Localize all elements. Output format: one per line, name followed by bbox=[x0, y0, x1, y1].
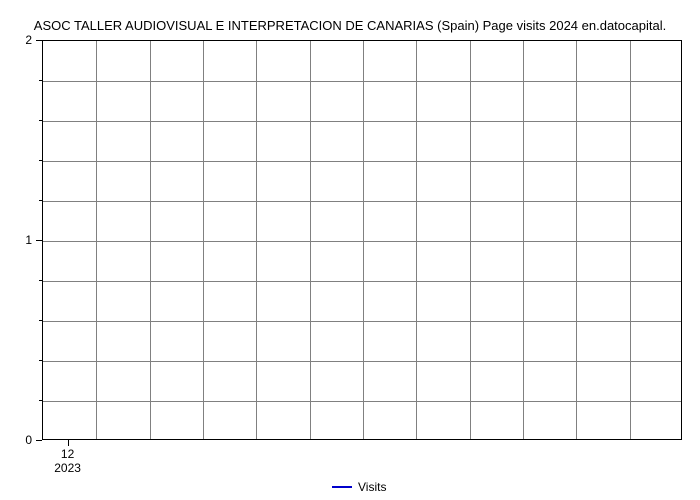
gridline-vertical bbox=[203, 41, 204, 439]
y-tick-minor bbox=[39, 160, 42, 161]
gridline-horizontal bbox=[43, 401, 681, 402]
gridline-horizontal bbox=[43, 361, 681, 362]
y-tick-major bbox=[36, 440, 42, 441]
gridline-vertical bbox=[150, 41, 151, 439]
gridline-vertical bbox=[96, 41, 97, 439]
y-tick-label: 0 bbox=[0, 434, 32, 446]
gridline-vertical bbox=[363, 41, 364, 439]
y-tick-minor bbox=[39, 200, 42, 201]
plot-area bbox=[42, 40, 682, 440]
gridline-horizontal bbox=[43, 281, 681, 282]
gridline-vertical bbox=[576, 41, 577, 439]
x-tick-label-year: 2023 bbox=[54, 462, 81, 474]
chart-container: { "chart": { "type": "line", "title_line… bbox=[0, 0, 700, 500]
gridline-vertical bbox=[256, 41, 257, 439]
gridline-horizontal bbox=[43, 321, 681, 322]
gridline-horizontal bbox=[43, 121, 681, 122]
gridline-horizontal bbox=[43, 241, 681, 242]
y-tick-minor bbox=[39, 280, 42, 281]
gridline-vertical bbox=[470, 41, 471, 439]
gridline-horizontal bbox=[43, 161, 681, 162]
chart-title-line1: ASOC TALLER AUDIOVISUAL E INTERPRETACION… bbox=[34, 18, 666, 33]
y-tick-minor bbox=[39, 320, 42, 321]
gridline-horizontal bbox=[43, 201, 681, 202]
y-tick-major bbox=[36, 240, 42, 241]
x-tick-label-month: 12 bbox=[61, 448, 74, 460]
gridline-horizontal bbox=[43, 81, 681, 82]
y-tick-minor bbox=[39, 360, 42, 361]
y-tick-label: 1 bbox=[0, 234, 32, 246]
legend: Visits bbox=[332, 480, 386, 494]
gridline-vertical bbox=[523, 41, 524, 439]
gridline-vertical bbox=[310, 41, 311, 439]
x-tick-major bbox=[68, 440, 69, 446]
y-tick-minor bbox=[39, 120, 42, 121]
legend-label: Visits bbox=[358, 480, 386, 494]
y-tick-minor bbox=[39, 80, 42, 81]
gridline-vertical bbox=[416, 41, 417, 439]
legend-line-icon bbox=[332, 486, 352, 488]
gridline-vertical bbox=[630, 41, 631, 439]
y-tick-major bbox=[36, 40, 42, 41]
y-tick-label: 2 bbox=[0, 34, 32, 46]
y-tick-minor bbox=[39, 400, 42, 401]
